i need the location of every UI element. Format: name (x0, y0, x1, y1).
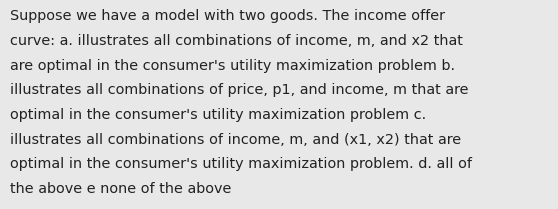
Text: are optimal in the consumer's utility maximization problem b.: are optimal in the consumer's utility ma… (10, 59, 455, 73)
Text: the above e none of the above: the above e none of the above (10, 182, 232, 196)
Text: Suppose we have a model with two goods. The income offer: Suppose we have a model with two goods. … (10, 9, 445, 23)
Text: illustrates all combinations of price, p1, and income, m that are: illustrates all combinations of price, p… (10, 83, 469, 97)
Text: optimal in the consumer's utility maximization problem. d. all of: optimal in the consumer's utility maximi… (10, 157, 472, 171)
Text: curve: a. illustrates all combinations of income, m, and x2 that: curve: a. illustrates all combinations o… (10, 34, 463, 48)
Text: illustrates all combinations of income, m, and (x1, x2) that are: illustrates all combinations of income, … (10, 133, 461, 147)
Text: optimal in the consumer's utility maximization problem c.: optimal in the consumer's utility maximi… (10, 108, 426, 122)
